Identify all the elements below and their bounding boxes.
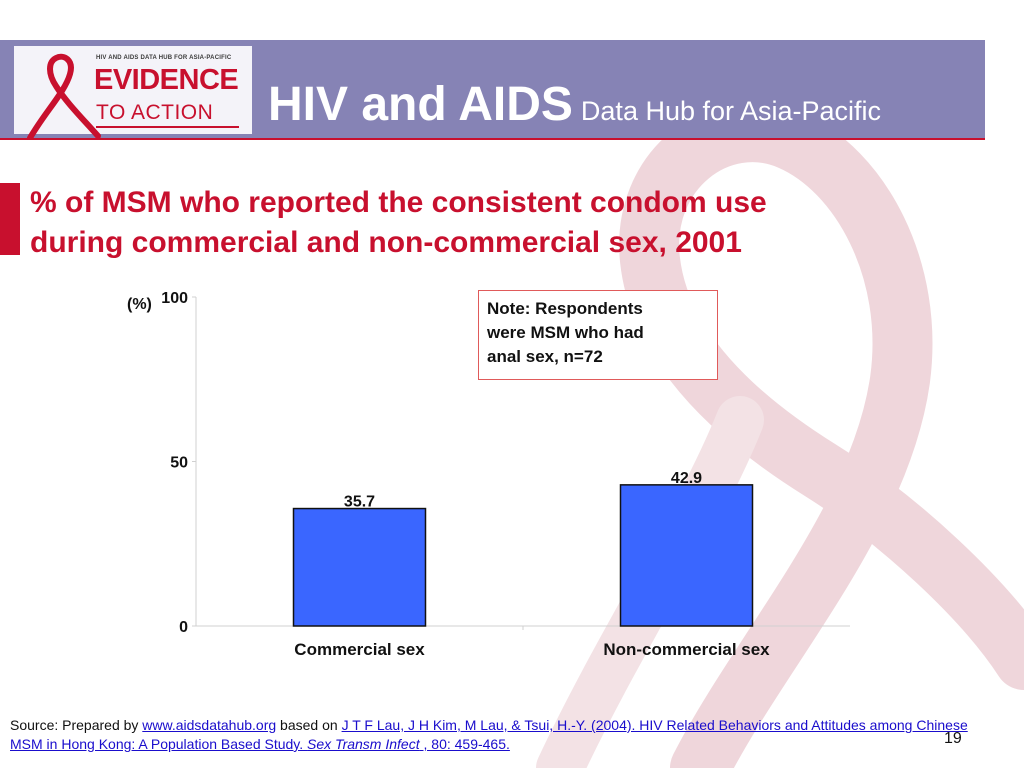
note-line1: Note: Respondents — [487, 299, 643, 318]
bar-value-label: 35.7 — [344, 494, 375, 511]
source-link-aidsdatahub[interactable]: www.aidsdatahub.org — [142, 717, 277, 733]
note-line2: were MSM who had — [487, 323, 644, 342]
x-category-label: Non-commercial sex — [603, 640, 770, 659]
source-mid: based on — [276, 717, 342, 733]
banner-title-sub: Data Hub for Asia-Pacific — [580, 96, 882, 126]
source-citation: Source: Prepared by www.aidsdatahub.org … — [10, 716, 980, 754]
logo: HIV AND AIDS DATA HUB FOR ASIA-PACIFIC E… — [14, 46, 252, 140]
logo-to-action: TO ACTION — [96, 101, 214, 124]
bar-value-label: 42.9 — [671, 470, 702, 487]
source-reference-tail[interactable]: , 80: 459-465. — [419, 736, 510, 752]
y-tick-label: 50 — [170, 455, 188, 472]
note-box: Note: Respondents were MSM who had anal … — [478, 290, 718, 380]
title-accent-bar — [0, 183, 20, 255]
source-prefix: Source: Prepared by — [10, 717, 143, 733]
header-banner: HIV AND AIDS DATA HUB FOR ASIA-PACIFIC E… — [0, 40, 985, 140]
source-reference-text[interactable]: J T F Lau, J H Kim, M Lau, & Tsui, H.-Y.… — [10, 717, 968, 752]
logo-underline — [96, 126, 239, 128]
page-number: 19 — [944, 730, 962, 747]
banner-title-main: HIV and AIDS — [268, 78, 573, 131]
bar — [292, 507, 427, 627]
note-line3: anal sex, n=72 — [487, 347, 603, 366]
logo-tagline: HIV AND AIDS DATA HUB FOR ASIA-PACIFIC — [96, 55, 232, 61]
source-link-reference[interactable]: J T F Lau, J H Kim, M Lau, & Tsui, H.-Y.… — [10, 717, 968, 752]
bar — [619, 484, 754, 627]
red-ribbon-icon — [27, 53, 101, 140]
y-tick-label: 0 — [179, 619, 188, 636]
x-category-label: Commercial sex — [294, 640, 425, 659]
source-journal[interactable]: Sex Transm Infect — [307, 736, 420, 752]
logo-evidence: EVIDENCE — [94, 64, 239, 96]
slide-title: % of MSM who reported the consistent con… — [30, 183, 930, 263]
slide-title-line1: % of MSM who reported the consistent con… — [30, 186, 767, 219]
banner-title: HIV and AIDS Data Hub for Asia-Pacific — [268, 77, 881, 132]
y-tick-label: 100 — [161, 290, 188, 307]
slide-title-line2: during commercial and non-commercial sex… — [30, 226, 742, 259]
y-axis-label: (%) — [127, 296, 152, 313]
